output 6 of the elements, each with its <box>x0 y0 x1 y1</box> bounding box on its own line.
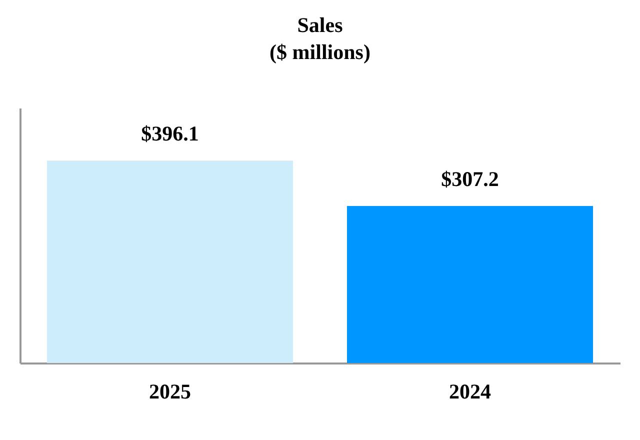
data-label: $307.2 <box>441 167 499 192</box>
x-tick-label: 2024 <box>449 380 492 404</box>
x-tick-label: 2025 <box>149 380 191 404</box>
chart-title: Sales <box>297 13 343 37</box>
data-label: $396.1 <box>141 122 199 146</box>
chart-subtitle: ($ millions) <box>270 40 370 64</box>
